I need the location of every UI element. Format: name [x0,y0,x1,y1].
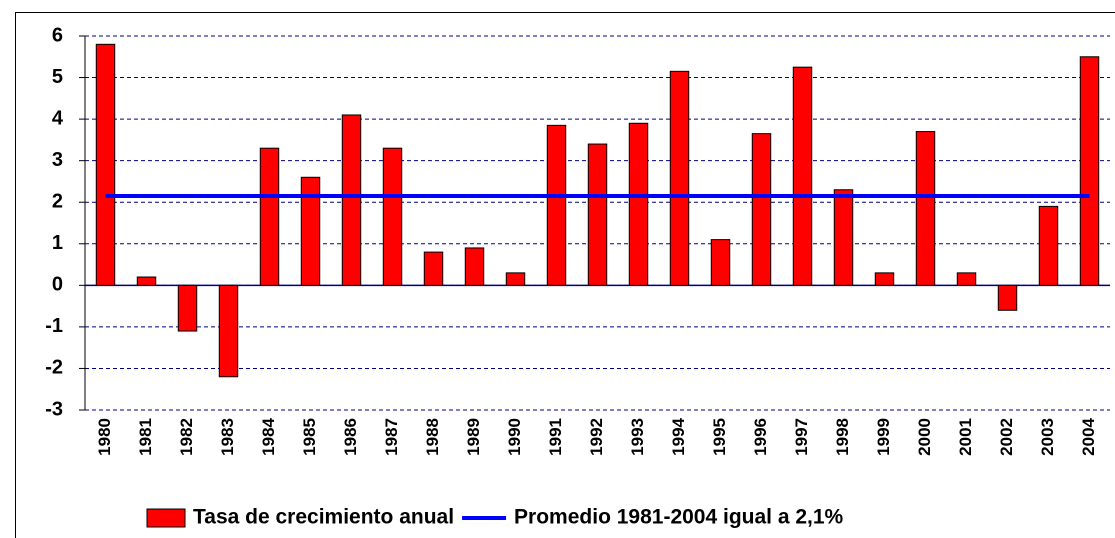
x-tick-label: 1996 [751,418,770,456]
x-tick-label: 1989 [464,418,483,456]
bar [423,251,444,286]
x-tick-label: 2001 [956,418,975,456]
legend-label: Tasa de crecimiento anual [193,506,454,529]
bar [136,276,157,286]
x-tick-label: 2003 [1038,418,1057,456]
y-tick-label: 0 [52,274,63,296]
x-tick-label: 1985 [300,418,319,456]
y-tick-label: -2 [45,357,63,379]
x-tick-label: 1990 [505,418,524,456]
bar [546,124,567,286]
bar [1079,56,1100,286]
y-tick-label: 5 [52,66,63,88]
bar [177,284,198,332]
bar [341,114,362,286]
bar [956,272,977,286]
bar [751,133,772,286]
x-tick-label: 1994 [669,417,688,455]
bar [382,147,403,286]
bar [587,143,608,286]
x-tick-label: 1987 [382,418,401,456]
y-tick-label: -1 [45,315,63,337]
x-tick-label: 1988 [423,418,442,456]
y-tick-label: 2 [52,191,63,213]
x-tick-label: 1981 [136,418,155,456]
x-tick-label: 1984 [259,417,278,455]
bar [874,272,895,286]
bar [1038,205,1059,286]
legend-swatch [146,508,186,528]
chart-frame [15,12,1115,538]
x-tick-label: 1980 [95,418,114,456]
y-tick-label: 6 [52,24,63,46]
y-tick-label: 1 [52,232,63,254]
bar [464,247,485,286]
x-tick-label: 1993 [628,418,647,456]
x-tick-label: 1986 [341,418,360,456]
y-tick-label: 4 [52,107,64,129]
bar [505,272,526,286]
legend-label: Promedio 1981-2004 igual a 2,1% [514,506,843,529]
x-tick-label: 1999 [874,418,893,456]
y-tick-label: -3 [45,398,63,420]
bar [259,147,280,286]
x-tick-label: 1983 [218,418,237,456]
bar [792,66,813,286]
bar [710,239,731,286]
bar [300,176,321,286]
x-tick-label: 1998 [833,418,852,456]
x-tick-label: 1995 [710,418,729,456]
x-tick-label: 1991 [546,418,565,456]
x-tick-label: 2002 [997,418,1016,456]
bar [833,189,854,286]
x-tick-label: 2000 [915,418,934,456]
y-tick-label: 3 [52,149,63,171]
bar [915,131,936,286]
bar [628,122,649,286]
x-tick-label: 1992 [587,418,606,456]
x-tick-label: 1997 [792,418,811,456]
bar [218,284,239,378]
bar [669,70,690,286]
bar [95,43,116,286]
x-tick-label: 1982 [177,418,196,456]
x-tick-label: 2004 [1079,417,1098,455]
bar [997,284,1018,311]
